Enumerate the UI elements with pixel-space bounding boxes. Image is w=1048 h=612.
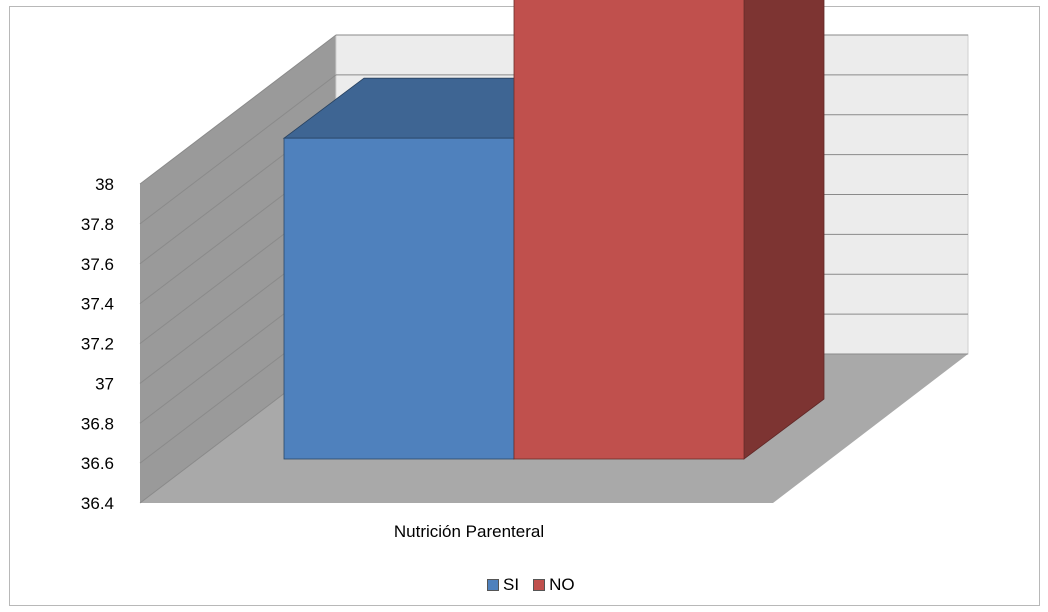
bar-side-no	[743, 0, 825, 460]
y-tick-label: 36.8	[81, 414, 114, 433]
y-tick-label: 37	[95, 374, 114, 393]
gridline-side	[139, 34, 337, 185]
y-tick-label: 38	[95, 175, 114, 194]
legend-label-no: NO	[549, 575, 575, 594]
legend-item-no: NO	[533, 575, 575, 595]
legend-swatch-si	[487, 579, 499, 591]
gridline-side	[139, 74, 337, 225]
category-label: Nutrición Parenteral	[394, 522, 544, 541]
y-tick-label: 37.2	[81, 335, 114, 354]
legend-label-si: SI	[503, 575, 520, 594]
y-tick-label: 37.8	[81, 215, 114, 234]
y-tick-label: 37.6	[81, 255, 114, 274]
y-axis-ticks: 38 37.8 37.6 37.4 37.2 37 36.8 36.6 36.4	[81, 175, 114, 513]
y-tick-label: 36.4	[81, 494, 114, 513]
legend-swatch-no	[533, 579, 546, 591]
y-tick-label: 37.4	[81, 295, 114, 314]
bar-no	[513, 0, 745, 460]
bars	[282, 0, 825, 460]
legend-item-si: SI	[487, 575, 519, 595]
legend: SI NO	[487, 575, 575, 595]
y-tick-label: 36.6	[81, 454, 114, 473]
bar-si	[283, 137, 515, 460]
